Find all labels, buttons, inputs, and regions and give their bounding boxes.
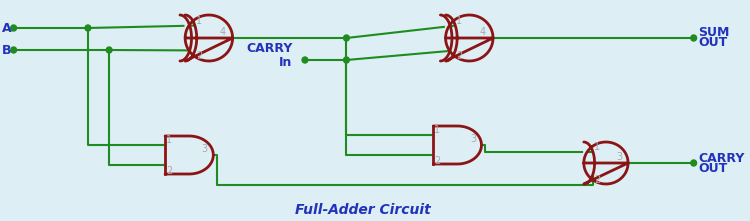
Text: OUT: OUT [698, 36, 728, 50]
Text: 3: 3 [202, 144, 208, 154]
Polygon shape [165, 136, 213, 174]
Text: CARRY: CARRY [246, 42, 292, 55]
Circle shape [302, 57, 307, 63]
Circle shape [344, 57, 350, 63]
Text: 2: 2 [456, 51, 463, 61]
Text: Full-Adder Circuit: Full-Adder Circuit [295, 203, 430, 217]
Text: 4: 4 [479, 27, 486, 37]
Circle shape [344, 35, 350, 41]
Circle shape [106, 47, 112, 53]
Text: 1: 1 [434, 125, 440, 135]
Circle shape [85, 25, 91, 31]
Polygon shape [584, 142, 628, 184]
Text: In: In [279, 55, 292, 69]
Text: CARRY: CARRY [698, 152, 745, 164]
Circle shape [10, 47, 16, 53]
Text: 1: 1 [594, 142, 600, 152]
Text: 2: 2 [166, 166, 172, 176]
Text: 1: 1 [166, 135, 172, 145]
Polygon shape [185, 15, 232, 61]
Text: B: B [2, 44, 12, 57]
Text: 2: 2 [434, 156, 440, 166]
Text: 4: 4 [219, 27, 225, 37]
Text: SUM: SUM [698, 27, 730, 40]
Circle shape [691, 160, 697, 166]
Text: OUT: OUT [698, 162, 728, 175]
Circle shape [691, 35, 697, 41]
Text: 3: 3 [470, 134, 476, 144]
Circle shape [10, 25, 16, 31]
Polygon shape [433, 126, 482, 164]
Text: 1: 1 [456, 15, 463, 26]
Text: 3: 3 [616, 152, 622, 162]
Text: A: A [2, 21, 12, 34]
Polygon shape [446, 15, 493, 61]
Text: 2: 2 [594, 175, 600, 185]
Text: 1: 1 [196, 15, 202, 26]
Text: 2: 2 [196, 51, 202, 61]
